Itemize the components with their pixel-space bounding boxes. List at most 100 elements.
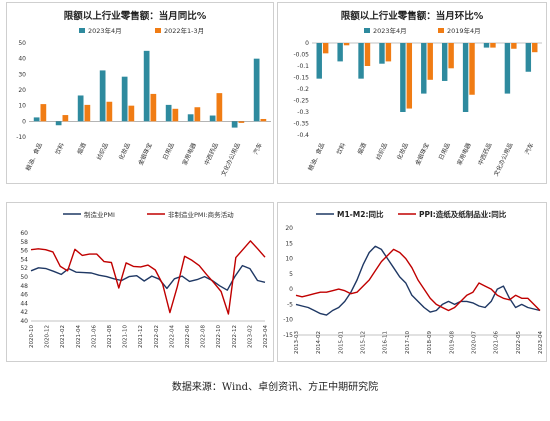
legend-swatch <box>364 28 370 33</box>
y-tick-label: 20 <box>285 225 293 232</box>
y-tick-label: -0.35 <box>293 121 309 128</box>
x-tick-label: 中西药品 <box>202 141 219 166</box>
bar <box>462 43 469 112</box>
x-tick-label: 2015-12 <box>361 331 367 354</box>
y-tick-label: -0.1 <box>297 63 309 70</box>
x-tick-label: 纺织品 <box>374 141 389 161</box>
bar <box>33 117 40 122</box>
bar <box>238 121 245 123</box>
legend-swatch <box>438 28 444 33</box>
bar <box>385 43 392 62</box>
x-tick-label: 2013-03 <box>294 331 300 354</box>
x-tick-label: 文化办公用品 <box>219 141 241 177</box>
y-tick-label: -0.15 <box>293 75 309 82</box>
bar <box>406 43 413 109</box>
x-tick-label: 2021-12 <box>138 325 144 348</box>
legend-label: PPI:造纸及纸制品业:同比 <box>419 209 507 219</box>
bar <box>165 104 172 122</box>
x-tick-label: 2021-02 <box>60 325 66 348</box>
y-tick-label: 0 <box>289 286 293 293</box>
bar <box>40 104 47 122</box>
y-tick-label: -0.2 <box>297 86 309 93</box>
x-tick-label: 金银珠宝 <box>413 141 430 166</box>
y-tick-label: 15 <box>285 240 293 247</box>
bar <box>511 43 517 49</box>
y-tick-label: -5 <box>287 301 293 308</box>
bar <box>343 43 350 46</box>
bar <box>62 115 69 122</box>
bar <box>448 43 454 69</box>
bar <box>106 101 113 122</box>
bar <box>483 43 490 48</box>
x-tick-label: 2016-11 <box>383 331 389 354</box>
bar <box>253 58 260 122</box>
x-tick-label: 家用电器 <box>455 141 472 166</box>
bar <box>231 121 238 128</box>
x-tick-label: 汽车 <box>523 141 535 155</box>
bar <box>121 76 128 122</box>
y-tick-label: 5 <box>289 271 293 278</box>
bar <box>316 43 322 79</box>
y-tick-label: 56 <box>20 248 28 255</box>
x-tick-label: 2023-02 <box>247 325 253 348</box>
x-tick-label: 中西药品 <box>476 141 493 166</box>
retail-mom-chart: 限额以上行业零售额：当月环比% 2023年4月 2019年4月 0 -0.05 -0.1 -… <box>293 10 542 177</box>
y-tick-label: 40 <box>18 56 26 63</box>
y-tick-label: 60 <box>20 230 28 237</box>
bar <box>209 115 216 122</box>
y-tick-label: 48 <box>20 283 28 290</box>
x-tick-label: 2022-02 <box>154 325 160 348</box>
bar <box>379 43 385 64</box>
bar <box>525 43 532 72</box>
legend-label: 制造业PMI <box>84 210 115 219</box>
x-tick-label: 文化办公用品 <box>492 141 514 177</box>
legend-label: 2022年1-3月 <box>164 26 204 35</box>
x-tick-label: 日用品 <box>438 142 452 161</box>
y-tick-label: 0 <box>305 40 309 47</box>
x-tick-label: 2021-04 <box>76 325 82 348</box>
y-tick-label: -0.3 <box>297 109 309 116</box>
x-tick-label: 2020-10 <box>29 325 35 348</box>
x-tick-label: 饮料 <box>335 141 347 155</box>
x-tick-label: 2023-04 <box>263 325 269 348</box>
bar <box>337 43 343 62</box>
y-tick-label: 54 <box>20 256 28 263</box>
bar <box>216 93 223 122</box>
x-tick-label: 2021-06 <box>494 331 500 354</box>
x-tick-label: 2019-08 <box>449 331 455 354</box>
y-tick-label: -10 <box>283 317 293 324</box>
series-line <box>30 240 266 315</box>
x-tick-label: 粮油、食品 <box>306 141 326 172</box>
retail-mom-panel: 限额以上行业零售额：当月环比% 2023年4月 2019年4月 0 -0.05 -0.1 -… <box>277 2 547 184</box>
x-tick-label: 饮料 <box>53 141 65 155</box>
x-tick-label: 金银珠宝 <box>136 141 153 166</box>
x-tick-label: 2021-06 <box>91 325 97 348</box>
x-tick-label: 2017-10 <box>405 331 411 354</box>
x-tick-label: 2022-12 <box>232 325 238 348</box>
x-tick-label: 2015-01 <box>338 331 344 354</box>
legend-label: 非制造业PMI:商务活动 <box>168 210 234 219</box>
y-tick-label: 10 <box>285 256 293 263</box>
x-tick-label: 2022-04 <box>169 325 175 348</box>
x-tick-label: 2022-05 <box>516 331 522 354</box>
bar <box>441 43 448 81</box>
x-tick-label: 2022-08 <box>201 325 207 348</box>
bar <box>490 43 496 48</box>
bar <box>77 95 84 122</box>
bar <box>400 43 406 112</box>
pmi-panel: 制造业PMI 非制造业PMI:商务活动 40 42 44 46 48 50 52 54 56 58 60… <box>6 202 274 362</box>
y-tick-label: 20 <box>18 87 26 94</box>
bar <box>260 118 267 122</box>
y-tick-label: 58 <box>20 239 28 246</box>
x-tick-label: 纺织品 <box>95 141 110 161</box>
bar <box>364 43 371 66</box>
x-tick-label: 汽车 <box>251 141 263 155</box>
y-tick-label: -0.4 <box>297 132 309 139</box>
chart-title: 限额以上行业零售额：当月环比% <box>341 10 484 22</box>
bar <box>128 105 135 122</box>
legend-label: M1-M2:同比 <box>337 209 384 219</box>
y-tick-label: 10 <box>18 103 26 110</box>
y-tick-label: 46 <box>20 292 28 299</box>
m1m2-ppi-chart: M1-M2:同比 PPI:造纸及纸制品业:同比-15-10-50510152020… <box>283 209 544 354</box>
